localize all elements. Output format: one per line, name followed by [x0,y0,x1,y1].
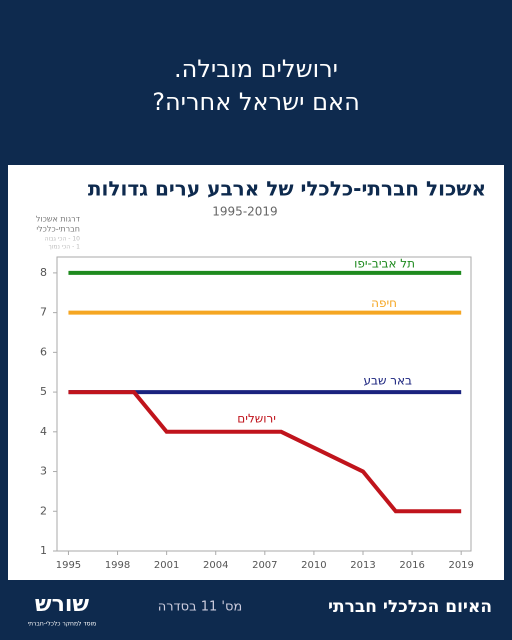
x-tick-label: 2010 [301,560,326,571]
y-tick-label: 2 [40,504,47,517]
series-label: חיפה [371,296,397,310]
chart-panel [8,165,504,580]
x-tick-label: 1998 [105,560,130,571]
chart-subtitle: 1995-2019 [212,205,277,219]
y-tick-label: 1 [40,544,47,557]
series-line [68,390,462,514]
logo-sub: מוסד למחקר כלכלי-חברתי [28,621,96,628]
x-tick-label: 2007 [252,560,277,571]
y-label: דרגות אשכול [36,215,81,224]
logo: שורש [35,592,89,617]
x-tick-label: 2019 [448,560,473,571]
y-note: 1 - הכי נמוך [49,244,81,251]
plot-frame [56,256,472,552]
x-tick-label: 2013 [350,560,375,571]
issue: מס' 11 בסדרה [158,600,243,615]
y-tick-label: 8 [40,266,47,279]
series-label: ירושלים [237,411,276,425]
series-label: באר שבע [364,374,413,388]
headline: האם ישראל אחריה? [152,88,360,116]
chart-title: אשכול חברתי-כלכלי של ארבע ערים גדולות [88,177,486,201]
x-tick-label: 2016 [399,560,424,571]
y-tick-label: 4 [40,425,47,438]
x-tick-label: 2004 [203,560,228,571]
y-tick-label: 3 [40,465,47,478]
series-label: תל אביב-יפו [354,256,415,270]
y-tick-label: 7 [40,306,47,319]
x-tick-label: 2001 [154,560,179,571]
series-title: האיום הכלכלי חברתי [328,597,492,617]
x-tick-label: 1995 [56,560,81,571]
plot: 1 2 3 4 5 6 7 8 1995 1998 2001 2004 2007 2010 2013 2016… [40,256,474,571]
headline: ירושלים מובילה. [174,55,338,83]
y-label: חברתי-כלכלי [36,225,80,234]
y-tick-label: 5 [40,385,47,398]
y-note: 10 - הכי גבוה [45,236,81,243]
y-tick-label: 6 [40,345,47,358]
